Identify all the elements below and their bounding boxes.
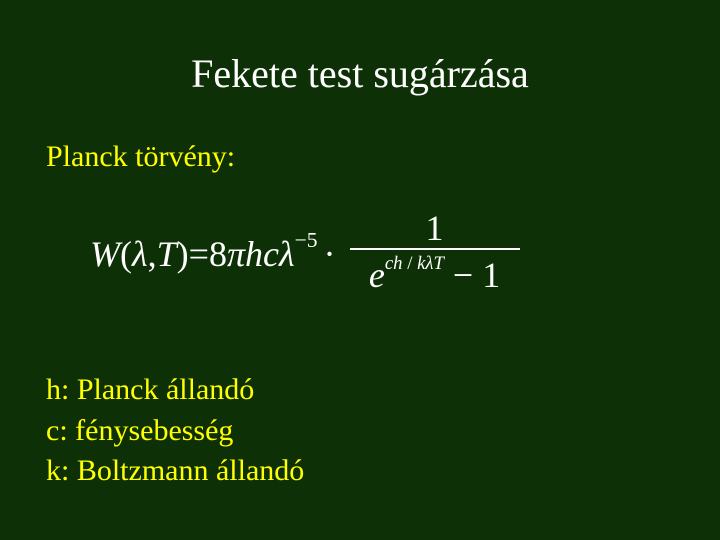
formula-rhs-coef: 8πhcλ−5 <box>209 233 318 275</box>
sym-close: ) <box>177 234 189 274</box>
sym-exp-lambda: λ <box>425 253 433 274</box>
sym-lambda1: λ <box>132 234 148 274</box>
sym-lambda2: λ <box>279 234 295 274</box>
fraction-numerator: 1 <box>422 210 448 248</box>
sym-equals: = <box>189 233 209 275</box>
sym-exp-slash: / <box>403 253 418 274</box>
sym-open: ( <box>120 234 132 274</box>
sym-pi: π <box>227 234 245 274</box>
sym-exp-T: T <box>434 253 444 274</box>
sym-8: 8 <box>209 234 227 274</box>
sym-comma: , <box>148 234 157 274</box>
sym-e: e <box>369 255 385 295</box>
sym-h: h <box>245 234 263 274</box>
formula-fraction: 1 ech / kλT − 1 <box>350 210 520 297</box>
sym-exp-minus5: −5 <box>295 228 318 252</box>
sym-minus1: − 1 <box>444 255 500 295</box>
formula-lhs: W(λ,T) <box>90 233 189 275</box>
sym-exp-denom: ch / kλT <box>385 253 444 274</box>
fraction-denominator: ech / kλT − 1 <box>369 250 500 297</box>
planck-formula: W(λ,T) = 8πhcλ−5 · 1 ech / kλT − 1 <box>90 210 520 297</box>
sym-T1: T <box>157 234 177 274</box>
sym-W: W <box>90 234 120 274</box>
definition-c: c: fénysebesség <box>46 411 304 452</box>
definition-k: k: Boltzmann állandó <box>46 451 304 492</box>
slide-title: Fekete test sugárzása <box>0 50 720 97</box>
sym-c: c <box>263 234 279 274</box>
slide-subtitle: Planck törvény: <box>46 140 235 174</box>
definitions-block: h: Planck állandó c: fénysebesség k: Bol… <box>46 370 304 492</box>
sym-exp-ch: ch <box>385 253 403 274</box>
definition-h: h: Planck állandó <box>46 370 304 411</box>
sym-dot: · <box>324 233 336 275</box>
